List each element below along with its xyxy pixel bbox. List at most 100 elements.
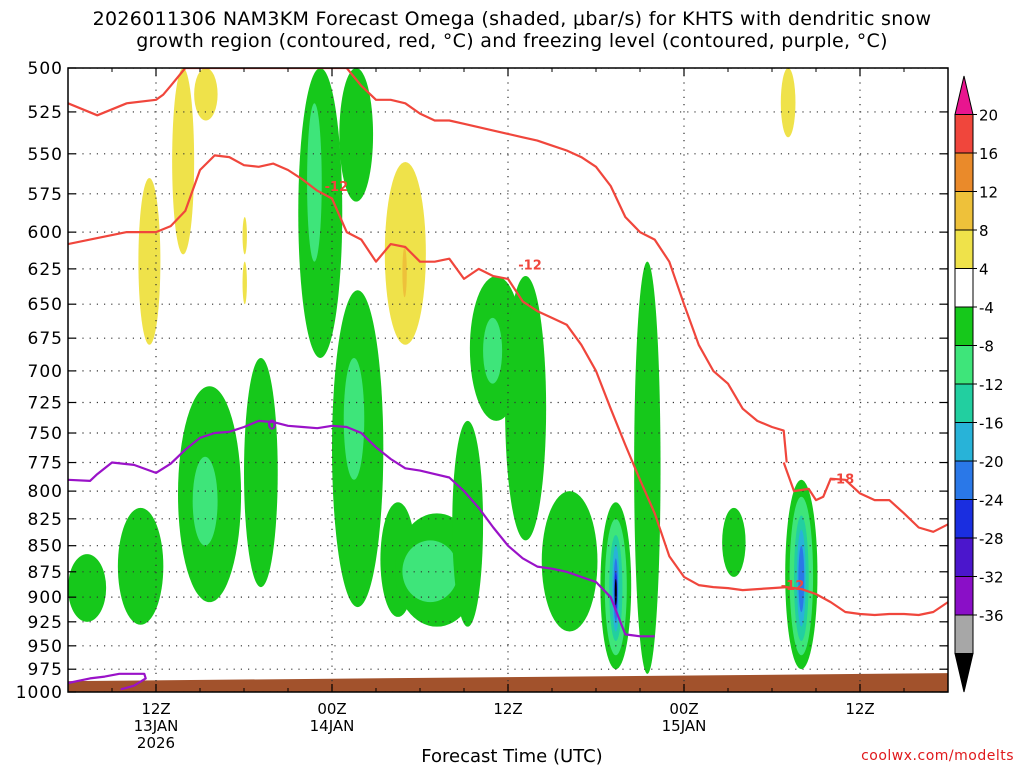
colorbar-cell: [954, 229, 974, 269]
colorbar-label: -20: [979, 453, 1004, 471]
grid: [68, 68, 948, 692]
omega-cell: [402, 247, 407, 298]
colorbar: 20 16 12 8 4 -4 -8 -12 -16 -20 -24 -28 -32 -36: [954, 75, 1004, 693]
y-tick-label: 750: [28, 424, 63, 444]
omega-cell: [244, 357, 278, 588]
colorbar-cell: [954, 576, 974, 616]
colorbar-cell: [954, 268, 974, 308]
x-tick-label: 12Z: [845, 700, 874, 718]
colorbar-cell: [954, 614, 974, 654]
y-tick-label: 1000: [16, 683, 63, 703]
colorbar-label: -16: [979, 415, 1004, 433]
x-tick-label: 12Z: [493, 700, 522, 718]
colorbar-cell: [954, 422, 974, 462]
y-tick-label: 975: [28, 660, 63, 680]
x-tick-label: 12Z: [141, 700, 170, 718]
omega-cell: [242, 217, 247, 255]
terrain: [68, 673, 948, 692]
contour-label: -12: [781, 579, 805, 594]
colorbar-label: 8: [979, 222, 989, 240]
y-tick-label: 675: [28, 329, 63, 349]
colorbar-label: -12: [979, 376, 1004, 394]
y-tick-label: 550: [28, 145, 63, 165]
x-tick-label: 00Z: [317, 700, 346, 718]
x-tick-label: 14JAN: [310, 717, 355, 735]
dgz-contour: [68, 68, 788, 463]
omega-cell: [505, 276, 547, 541]
y-tick-label: 850: [28, 537, 63, 557]
omega-cell: [117, 507, 164, 625]
omega-cell: [138, 178, 161, 345]
y-tick-label: 875: [28, 563, 63, 583]
colorbar-label: -4: [979, 299, 994, 317]
plot-area: -12 -12 -18 -12 0: [68, 68, 948, 692]
colorbar-label: -8: [979, 338, 994, 356]
dgz-contour: [68, 154, 948, 617]
omega-cell: [402, 540, 459, 603]
freezing-level-contour-small: [68, 672, 147, 691]
omega-cell: [172, 68, 195, 255]
y-tick-label: 825: [28, 510, 63, 530]
y-tick-label: 500: [28, 59, 63, 79]
y-tick-label: 800: [28, 482, 63, 502]
colorbar-cell: [954, 537, 974, 577]
y-tick-label: 700: [28, 362, 63, 382]
y-tick-label: 725: [28, 393, 63, 413]
axes: 500 525 550 575 600 625 650 675 700 725 750 775 800 8…: [16, 59, 949, 752]
contour-label: -12: [325, 180, 349, 195]
omega-cell: [192, 456, 218, 546]
contour-label: 0: [267, 419, 276, 434]
colorbar-cell: [954, 499, 974, 539]
omega-cell: [339, 68, 374, 202]
colorbar-cell: [954, 345, 974, 385]
y-tick-label: 600: [28, 223, 63, 243]
colorbar-cell: [954, 114, 974, 154]
omega-cell: [307, 103, 322, 262]
colorbar-cell: [954, 306, 974, 346]
title-line-1: 2026011306 NAM3KM Forecast Omega (shaded…: [92, 8, 932, 30]
omega-cell: [798, 545, 805, 613]
y-tick-label: 900: [28, 588, 63, 608]
title-line-2: growth region (contoured, red, °C) and f…: [136, 30, 888, 52]
x-tick-label: 2026: [137, 734, 175, 752]
x-axis-title: Forecast Time (UTC): [421, 746, 603, 767]
omega-cell: [194, 68, 218, 121]
plot-contents: -12 -12 -18 -12 0: [68, 68, 948, 692]
y-tick-label: 525: [28, 103, 63, 123]
colorbar-label: -24: [979, 492, 1004, 510]
omega-cell: [780, 68, 796, 138]
x-tick-label: 13JAN: [134, 717, 179, 735]
contour-label: -18: [831, 473, 855, 488]
colorbar-cell: [954, 152, 974, 192]
chart-title: 2026011306 NAM3KM Forecast Omega (shaded…: [0, 8, 1024, 52]
colorbar-cell: [954, 383, 974, 423]
y-tick-label: 775: [28, 454, 63, 474]
x-tick-label: 15JAN: [662, 717, 707, 735]
colorbar-label: -32: [979, 569, 1004, 587]
colorbar-label: -36: [979, 607, 1004, 625]
omega-cell: [483, 317, 503, 384]
dgz-contour: [782, 462, 948, 533]
site-credit: coolwx.com/modelts: [861, 748, 1014, 764]
x-tick-label: 00Z: [669, 700, 698, 718]
omega-cell: [722, 507, 746, 577]
y-tick-label: 925: [28, 613, 63, 633]
omega-cell: [68, 554, 107, 622]
colorbar-label: 16: [979, 145, 998, 163]
omega-cell: [343, 357, 365, 480]
colorbar-cell: [954, 75, 974, 115]
colorbar-cell: [954, 191, 974, 231]
y-tick-label: 625: [28, 260, 63, 280]
colorbar-label: 20: [979, 107, 998, 125]
y-tick-label: 650: [28, 295, 63, 315]
omega-cell: [634, 261, 661, 674]
y-tick-label: 575: [28, 185, 63, 205]
colorbar-cell: [954, 460, 974, 500]
colorbar-label: 4: [979, 261, 989, 279]
colorbar-label: 12: [979, 184, 998, 202]
omega-cell: [541, 491, 598, 632]
omega-cell: [452, 420, 484, 627]
contour-label: -12: [518, 259, 542, 274]
omega-cell: [614, 578, 617, 606]
